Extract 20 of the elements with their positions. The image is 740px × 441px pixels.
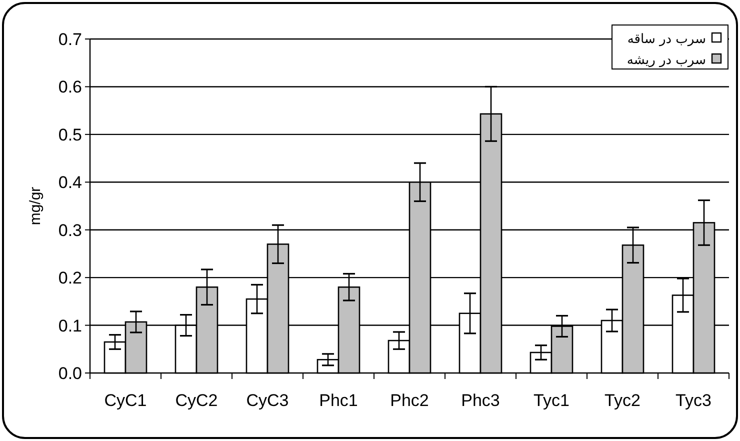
x-tick-label: CyC3: [246, 391, 289, 410]
y-tick-label: 0.4: [58, 173, 82, 192]
x-tick-label: CyC1: [104, 391, 147, 410]
x-tick-label: Phc3: [461, 391, 500, 410]
y-tick-label: 0.0: [58, 364, 82, 383]
y-tick-label: 0.5: [58, 125, 82, 144]
y-tick-label: 0.3: [58, 220, 82, 240]
legend-label: سرب در ریشه: [626, 53, 706, 68]
y-axis-title: mg/gr: [27, 186, 44, 226]
x-tick-label: Tyc3: [676, 391, 712, 410]
x-tick-label: Tyc2: [604, 391, 640, 410]
y-tick-label: 0.1: [58, 316, 82, 336]
x-tick-label: Tyc1: [534, 391, 570, 410]
x-tick-label: Phc2: [390, 391, 429, 410]
x-tick-label: Phc1: [319, 391, 358, 410]
x-tick-label: CyC2: [175, 391, 218, 410]
y-tick-label: 0.6: [58, 78, 82, 97]
y-tick-label: 0.2: [58, 268, 82, 288]
y-tick-label: 0.7: [58, 30, 82, 49]
legend-label: سرب در ساقه: [627, 32, 706, 47]
